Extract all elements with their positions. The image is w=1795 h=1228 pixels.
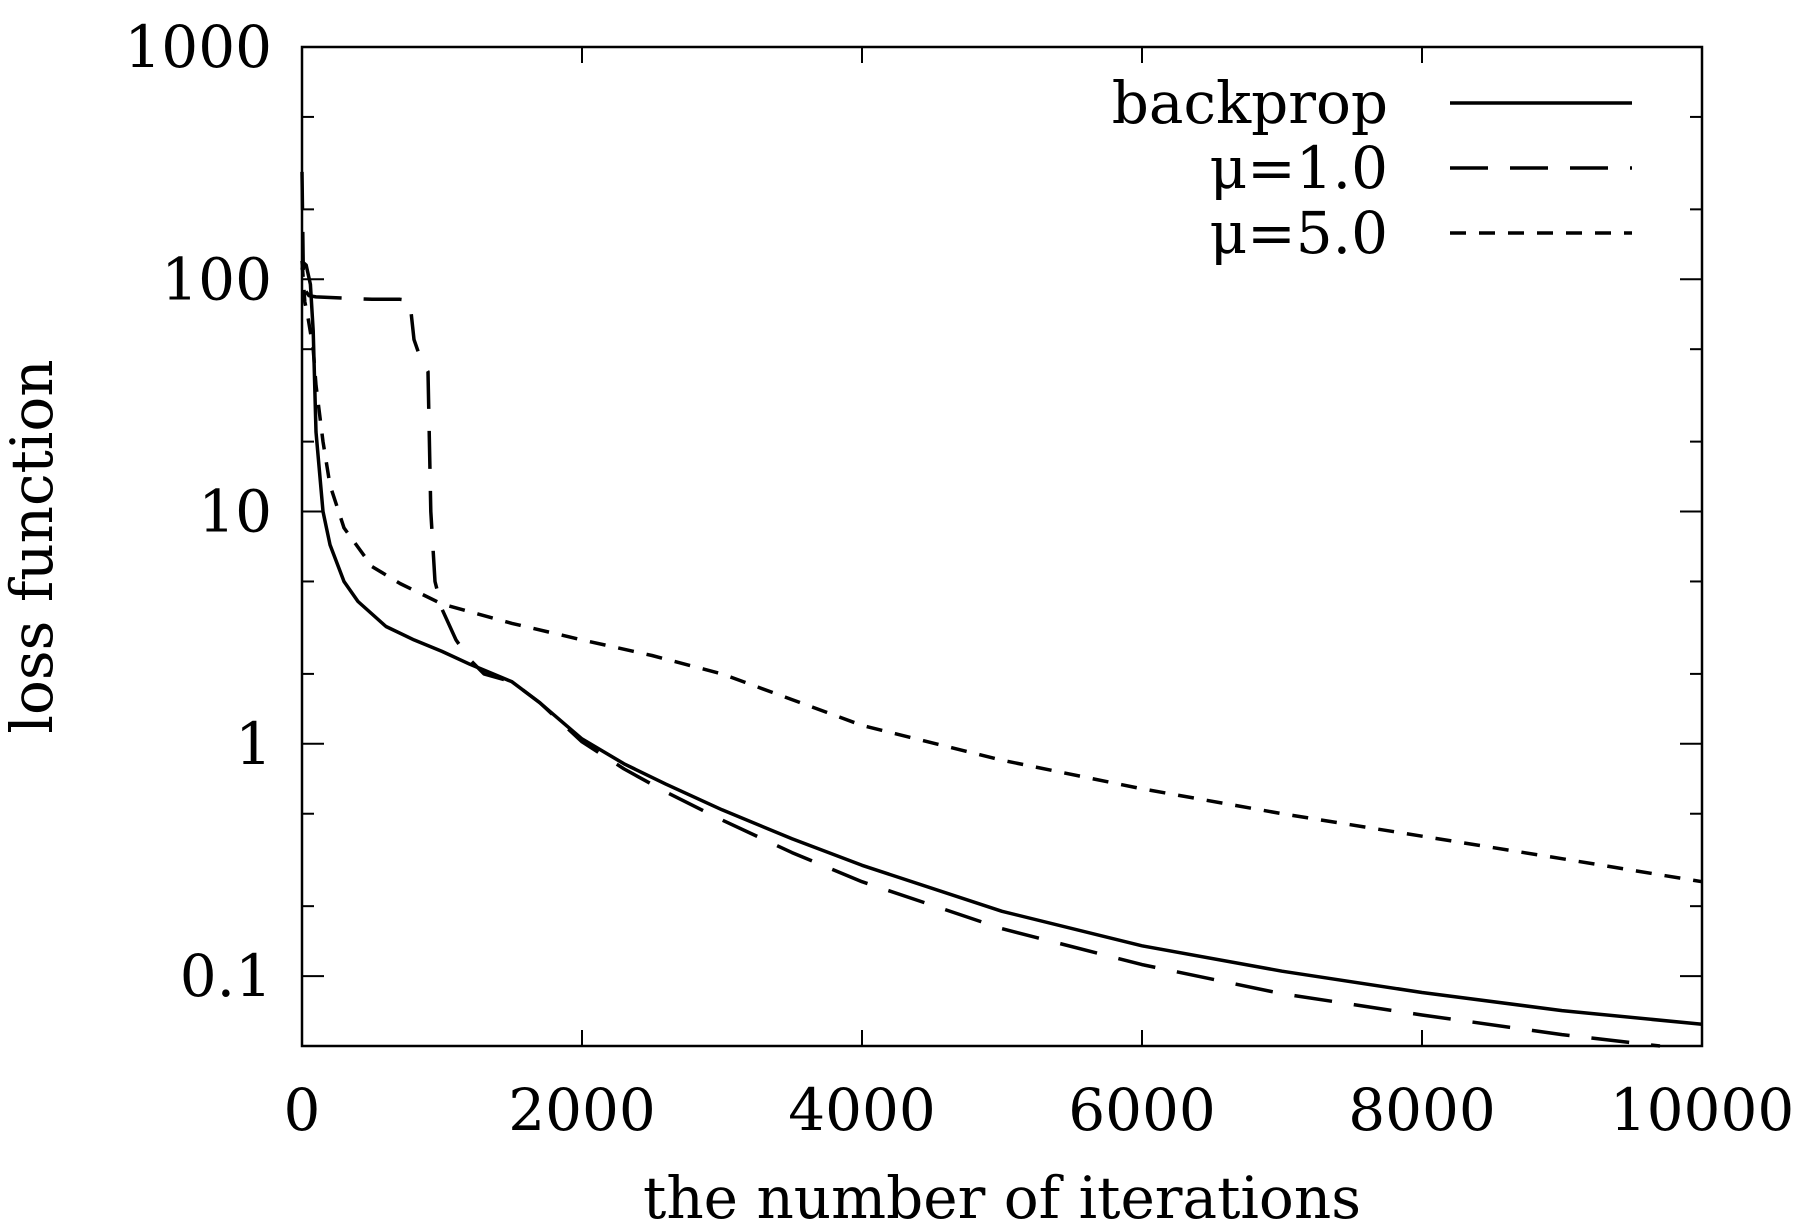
legend-label-1: backprop: [1112, 69, 1388, 137]
x-tick-label: 6000: [1068, 1076, 1216, 1144]
legend-label-3: μ=5.0: [1209, 199, 1388, 267]
y-axis-title: loss function: [0, 359, 66, 733]
series-line-2: [300, 171, 1661, 1048]
x-tick-label: 2000: [508, 1076, 656, 1144]
series-line-1: [300, 260, 1703, 1027]
major-ticks: [301, 46, 1703, 1046]
plot-frame: [300, 45, 1704, 1048]
y-tick-label: 1: [235, 710, 272, 778]
minor-ticks: [302, 115, 1702, 908]
y-tick-label: 10: [198, 478, 272, 546]
x-tick-labels: 0 2000 4000 6000 8000 10000: [284, 1076, 1795, 1144]
series-line-3: [300, 260, 1703, 884]
x-axis-title: the number of iterations: [643, 1164, 1361, 1228]
legend-label-2: μ=1.0: [1209, 134, 1388, 202]
y-tick-label: 1000: [124, 13, 272, 81]
x-tick-label: 8000: [1348, 1076, 1496, 1144]
x-tick-label: 0: [284, 1076, 321, 1144]
series-lines: [300, 171, 1703, 1048]
x-tick-label: 4000: [788, 1076, 936, 1144]
y-tick-label: 0.1: [180, 942, 272, 1010]
y-tick-label: 100: [161, 245, 272, 313]
y-tick-labels: 0.1 1 10 100 1000: [124, 13, 272, 1010]
x-tick-label: 10000: [1610, 1076, 1795, 1144]
